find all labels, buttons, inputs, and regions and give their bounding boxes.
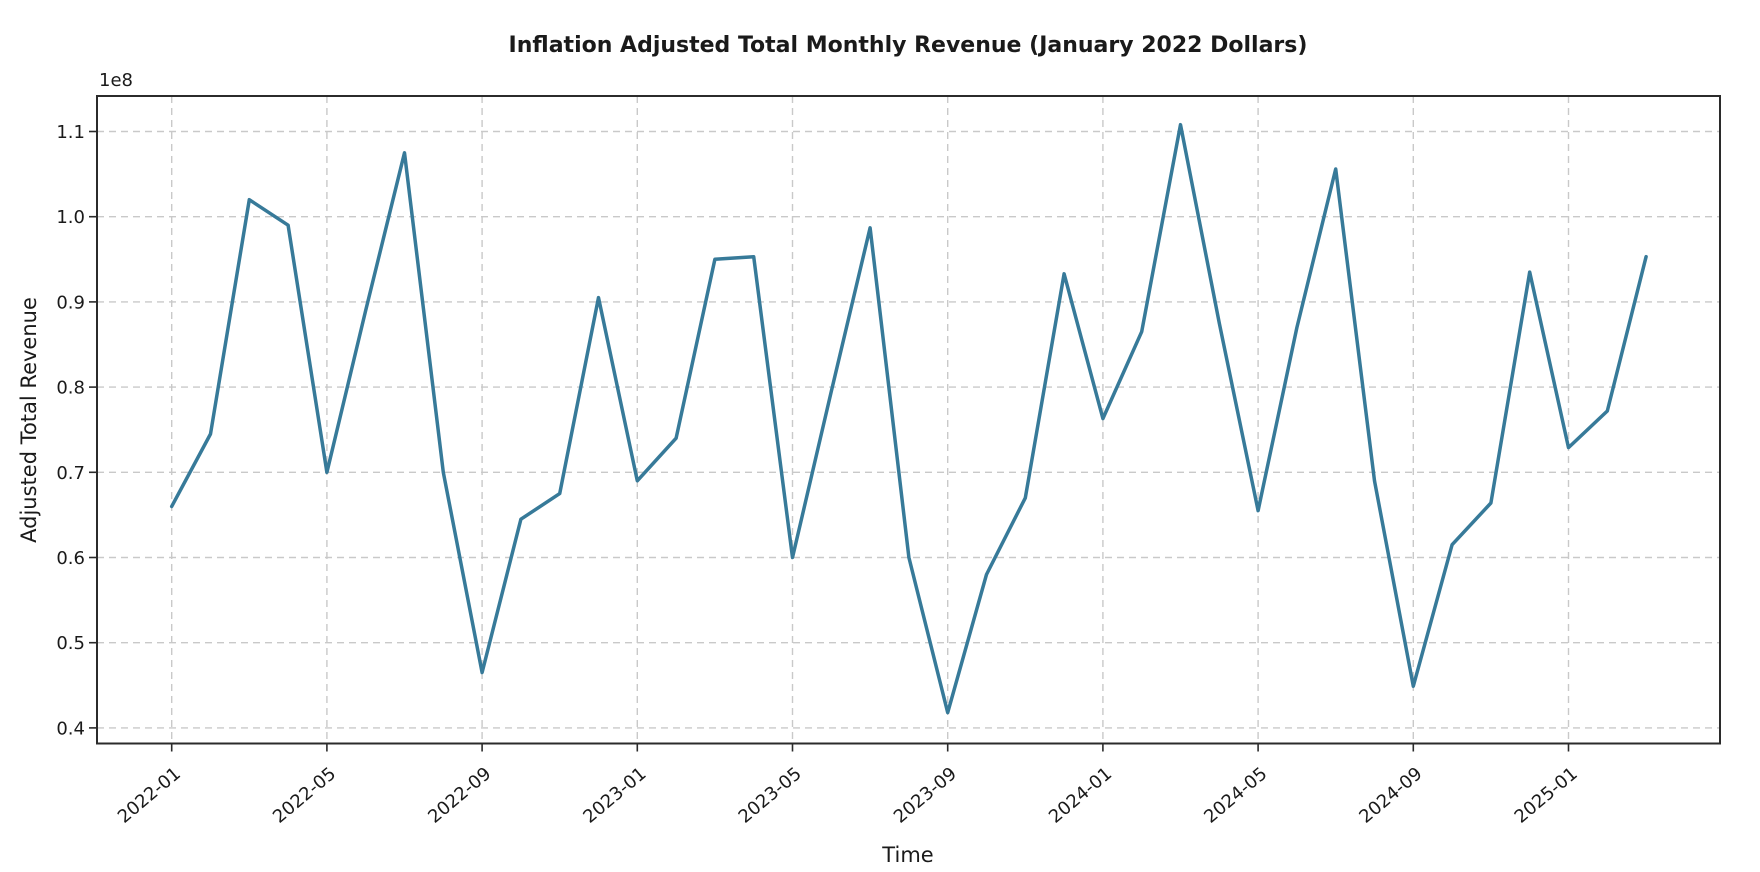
revenue-line <box>169 122 1648 715</box>
y-tick-label: 1.0 <box>56 207 85 228</box>
axes <box>89 95 1721 752</box>
y-tick-label: 0.6 <box>56 548 85 569</box>
x-tick-label: 2022-09 <box>424 763 495 827</box>
chart-title: Inflation Adjusted Total Monthly Revenue… <box>509 33 1308 58</box>
x-tick-label: 2022-01 <box>114 763 185 827</box>
x-axis-label: Time <box>881 843 933 867</box>
x-tick-label: 2023-09 <box>890 763 961 827</box>
x-tick-label: 2024-09 <box>1355 763 1426 827</box>
y-tick-label: 0.9 <box>56 292 85 313</box>
tick-labels: 0.4 0.5 0.6 0.7 0.8 0.9 1.0 1.1 2022-01 2022-05 20… <box>56 122 1581 828</box>
y-tick-label: 1.1 <box>56 122 85 143</box>
y-axis-label: Adjusted Total Revenue <box>17 297 41 543</box>
y-tick-label: 0.4 <box>56 718 85 739</box>
x-tick-label: 2024-05 <box>1200 763 1271 827</box>
x-tick-label: 2025-01 <box>1511 763 1582 827</box>
x-tick-label: 2022-05 <box>269 763 340 827</box>
y-tick-label: 0.5 <box>56 633 85 654</box>
y-tick-label: 0.8 <box>56 378 85 399</box>
x-tick-label: 2024-01 <box>1045 763 1116 827</box>
x-tick-label: 2023-01 <box>579 763 650 827</box>
plot-border <box>96 95 1721 745</box>
x-tick-label: 2023-05 <box>735 763 806 827</box>
y-offset-label: 1e8 <box>99 70 133 91</box>
y-tick-label: 0.7 <box>56 463 85 484</box>
data-series <box>169 122 1648 715</box>
